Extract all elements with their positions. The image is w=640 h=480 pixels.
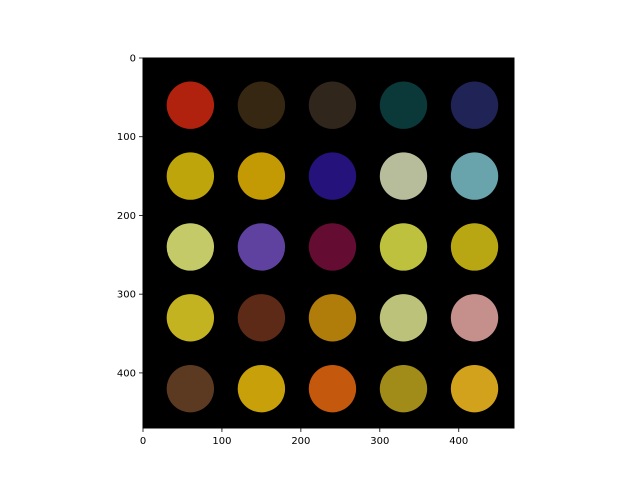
circle-16 [166,294,215,342]
circle-1 [166,81,215,129]
circle-14 [379,223,428,271]
circle-24 [379,364,428,413]
circle-15 [450,223,499,271]
y-tick-label: 300 [117,290,136,301]
circle-11 [166,223,215,271]
x-tick-label: 400 [449,436,468,447]
x-tick-label: 100 [212,436,231,447]
circle-13 [308,223,357,271]
circle-10 [450,152,499,200]
plot-frame [142,57,515,429]
x-tick-label: 200 [291,436,310,447]
y-axis: 0 100 200 300 400 [117,54,143,379]
circle-20 [450,294,499,342]
circle-25 [450,364,499,413]
x-tick-label: 300 [370,436,389,447]
circle-17 [237,294,286,342]
circle-3 [308,81,357,129]
circle-2 [237,81,286,129]
circle-22 [237,364,286,413]
circle-7 [237,152,286,200]
circle-group [166,81,499,413]
circle-19 [379,294,428,342]
x-axis: 0 100 200 300 400 [140,428,468,447]
y-tick-label: 100 [117,132,136,143]
circle-23 [308,364,357,413]
y-tick-label: 400 [117,368,136,379]
circle-6 [166,152,215,200]
y-tick-label: 200 [117,211,136,222]
y-tick-label: 0 [130,54,136,65]
circle-4 [379,81,428,129]
circle-12 [237,223,286,271]
circle-9 [379,152,428,200]
circle-8 [308,152,357,200]
circle-18 [308,294,357,342]
x-tick-label: 0 [140,436,146,447]
circle-21 [166,364,215,413]
circle-5 [450,81,499,129]
